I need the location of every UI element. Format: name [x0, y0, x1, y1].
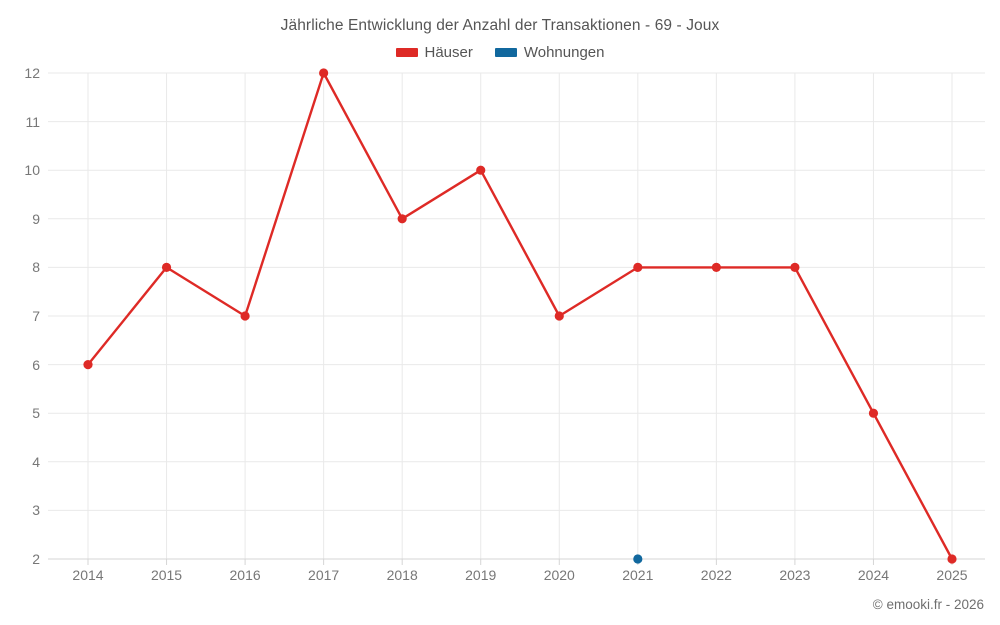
x-axis-tick-label: 2021	[622, 567, 654, 583]
data-point-marker[interactable]	[161, 262, 172, 272]
y-axis-tick-label: 9	[32, 210, 40, 227]
y-axis-tick-label: 10	[24, 162, 40, 179]
data-point-marker[interactable]	[476, 165, 486, 175]
data-point-marker[interactable]	[868, 408, 879, 418]
x-axis-tick-label: 2022	[700, 567, 732, 583]
x-axis-tick-label: 2020	[543, 567, 575, 583]
legend-label-hauser: Häuser	[424, 44, 473, 61]
data-point-marker[interactable]	[633, 554, 643, 564]
series-line-häuser	[86, 71, 954, 561]
x-axis-tick-label: 2019	[465, 567, 497, 583]
chart-plot-svg	[48, 68, 985, 565]
vertical-gridlines	[87, 73, 953, 565]
horizontal-gridlines	[48, 72, 985, 560]
chart-title: Jährliche Entwicklung der Anzahl der Tra…	[280, 17, 720, 34]
legend-item-wohnungen[interactable]: Wohnungen	[494, 44, 605, 61]
y-axis-tick-label: 7	[32, 308, 40, 324]
y-axis-tick-label: 12	[24, 65, 40, 81]
y-axis-tick-label: 3	[32, 502, 40, 519]
chart-footer-credit: © emooki.fr - 2026	[872, 597, 984, 612]
data-point-marker[interactable]	[711, 262, 721, 272]
chart-legend: Häuser Wohnungen	[0, 44, 1000, 61]
data-point-marker[interactable]	[554, 311, 564, 321]
x-axis-tick-label: 2017	[308, 567, 340, 583]
legend-label-wohnungen: Wohnungen	[523, 44, 605, 61]
x-axis-tick-label: 2016	[229, 567, 261, 583]
y-axis-tick-label: 4	[32, 453, 40, 470]
y-axis-tick-label: 11	[25, 113, 40, 130]
x-axis-tick-labels: 2014 2015 2016 2017 2018 2019 2020 2021 2022 2023…	[0, 566, 1000, 588]
series-markers	[83, 68, 957, 564]
x-axis-tick-label: 2025	[936, 567, 968, 583]
legend-swatch-hauser	[395, 48, 418, 57]
series-lines	[86, 71, 954, 561]
data-point-marker[interactable]	[83, 360, 93, 370]
x-axis-tick-label: 2023	[779, 567, 811, 583]
data-point-marker[interactable]	[240, 311, 250, 321]
data-point-marker[interactable]	[397, 214, 407, 224]
x-axis-tick-label: 2014	[72, 567, 104, 583]
data-point-marker[interactable]	[947, 554, 957, 564]
data-point-marker[interactable]	[633, 262, 643, 272]
plot-area	[48, 68, 985, 565]
data-point-marker[interactable]	[319, 68, 329, 78]
legend-swatch-wohnungen	[494, 48, 517, 57]
x-axis-tick-label: 2018	[386, 567, 418, 583]
x-axis-tick-label: 2024	[857, 567, 890, 583]
y-axis-tick-label: 8	[32, 259, 40, 276]
data-point-marker[interactable]	[790, 262, 800, 272]
legend-item-hauser[interactable]: Häuser	[395, 44, 473, 61]
y-axis-tick-label: 6	[32, 356, 40, 373]
x-axis-tick-label: 2015	[150, 567, 183, 583]
y-axis-tick-label: 2	[32, 551, 40, 567]
y-axis-tick-labels: 2 3 4 5 6 7 8 9 10 11 12	[0, 66, 40, 566]
y-axis-tick-label: 5	[32, 405, 40, 422]
